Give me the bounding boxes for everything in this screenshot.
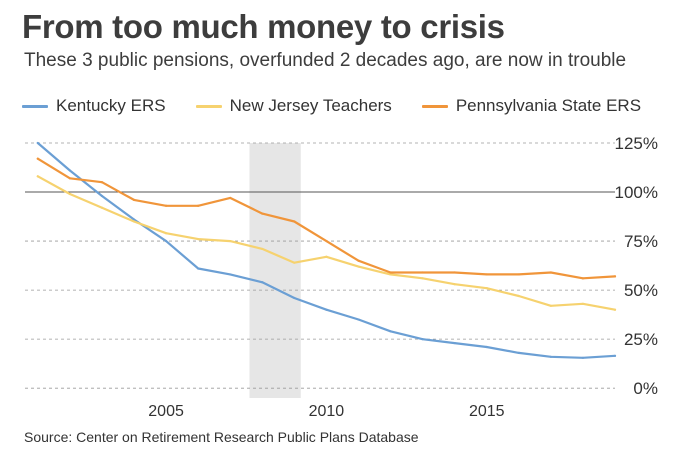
data-point-pennsylvania-2017 [549, 271, 552, 274]
source-note: Source: Center on Retirement Research Pu… [24, 429, 419, 445]
data-point-kentucky-2009 [293, 296, 296, 300]
legend: Kentucky ERS New Jersey Teachers Pennsyl… [22, 95, 671, 117]
data-point-new-jersey-2013 [421, 277, 424, 280]
data-point-new-jersey-2012 [389, 273, 392, 276]
chart-title: From too much money to crisis [22, 8, 505, 45]
data-point-kentucky-2005 [164, 239, 168, 243]
data-point-new-jersey-2016 [517, 294, 520, 298]
legend-label-kentucky: Kentucky ERS [56, 96, 166, 115]
data-point-kentucky-2007 [229, 273, 232, 276]
chart-subtitle: These 3 public pensions, overfunded 2 de… [24, 50, 627, 71]
data-point-kentucky-2004 [132, 218, 136, 221]
x-tick-label-2010: 2010 [309, 403, 345, 420]
data-point-kentucky-2013 [421, 338, 424, 341]
legend-swatch-pennsylvania [421, 104, 448, 108]
data-point-pennsylvania-2010 [325, 239, 328, 243]
data-point-kentucky-2014 [453, 341, 456, 345]
data-point-kentucky-2003 [100, 194, 104, 198]
y-tick-label-25: 25% [624, 330, 658, 349]
data-point-new-jersey-2004 [132, 220, 136, 223]
data-point-pennsylvania-2001 [36, 157, 39, 160]
data-point-new-jersey-2009 [293, 261, 296, 264]
y-tick-label-50: 50% [624, 281, 658, 300]
data-point-pennsylvania-2014 [453, 271, 456, 274]
data-point-pennsylvania-2012 [389, 271, 392, 274]
data-point-new-jersey-2006 [197, 238, 200, 241]
data-point-pennsylvania-2016 [517, 273, 520, 276]
data-point-kentucky-2001 [36, 141, 39, 145]
data-point-new-jersey-2001 [36, 175, 39, 178]
series-line-kentucky [36, 141, 617, 359]
y-tick-label-75: 75% [624, 232, 658, 251]
y-tick-label-100: 100% [615, 183, 658, 202]
legend-swatch-kentucky [22, 104, 48, 108]
data-point-kentucky-2011 [357, 318, 360, 321]
x-tick-label-2015: 2015 [469, 403, 505, 420]
data-point-pennsylvania-2008 [261, 212, 264, 215]
data-point-new-jersey-2014 [453, 283, 456, 286]
data-point-kentucky-2006 [197, 267, 200, 270]
data-point-new-jersey-2017 [549, 304, 552, 307]
data-point-pennsylvania-2004 [132, 198, 136, 201]
data-point-pennsylvania-2018 [581, 277, 585, 280]
data-point-pennsylvania-2015 [485, 273, 488, 276]
data-point-new-jersey-2019 [613, 308, 617, 311]
recession-shading [249, 143, 301, 398]
data-point-kentucky-2008 [261, 281, 264, 284]
data-point-kentucky-2012 [389, 330, 392, 333]
data-point-pennsylvania-2003 [100, 181, 104, 184]
legend-item-new-jersey: New Jersey Teachers [195, 96, 392, 116]
data-point-pennsylvania-2006 [197, 204, 200, 207]
data-point-pennsylvania-2019 [613, 275, 617, 278]
y-tick-label-125: 125% [615, 134, 658, 153]
data-point-kentucky-2017 [549, 355, 552, 358]
data-point-pennsylvania-2005 [164, 204, 168, 207]
data-point-new-jersey-2010 [325, 255, 328, 258]
data-point-new-jersey-2008 [261, 247, 264, 251]
data-point-kentucky-2019 [613, 354, 617, 357]
data-point-pennsylvania-2007 [229, 196, 232, 200]
legend-label-pennsylvania: Pennsylvania State ERS [455, 96, 642, 115]
legend-item-pennsylvania: Pennsylvania State ERS [421, 96, 642, 116]
y-tick-label-0: 0% [633, 379, 658, 398]
data-point-new-jersey-2002 [68, 192, 71, 196]
data-point-kentucky-2016 [517, 351, 520, 354]
legend-label-new-jersey: New Jersey Teachers [229, 96, 392, 115]
data-point-kentucky-2002 [68, 169, 71, 172]
data-point-pennsylvania-2013 [421, 271, 424, 274]
legend-swatch-new-jersey [195, 104, 222, 108]
data-point-pennsylvania-2011 [357, 259, 360, 262]
data-point-new-jersey-2005 [164, 232, 168, 235]
line-chart: 0% 25% 50% 75% 100% 125% 2005 2010 2015 [25, 134, 658, 420]
data-point-new-jersey-2003 [100, 206, 104, 209]
data-point-new-jersey-2011 [357, 265, 360, 268]
legend-item-kentucky: Kentucky ERS [22, 96, 166, 116]
data-point-pennsylvania-2002 [68, 177, 71, 180]
data-point-kentucky-2015 [485, 345, 488, 349]
data-point-new-jersey-2015 [485, 287, 488, 290]
data-point-new-jersey-2018 [581, 302, 585, 305]
data-point-kentucky-2010 [325, 308, 328, 311]
data-point-new-jersey-2007 [229, 239, 232, 243]
x-tick-label-2005: 2005 [148, 403, 184, 420]
data-point-kentucky-2018 [581, 356, 585, 359]
data-point-pennsylvania-2009 [293, 220, 296, 223]
series-line-new-jersey [36, 175, 617, 311]
